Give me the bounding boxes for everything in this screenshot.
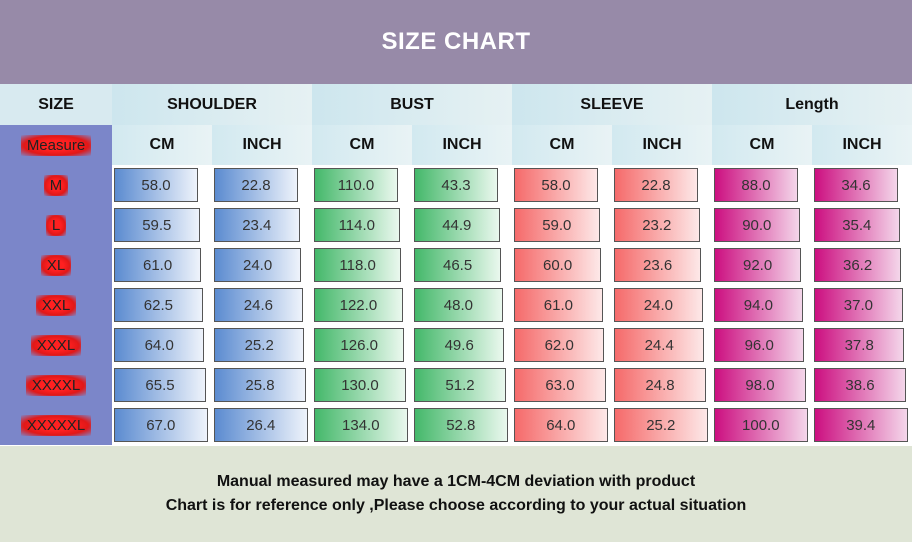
size-label-cell: L [0, 205, 112, 245]
size-label-cell: XXL [0, 285, 112, 325]
size-label: XXXXXL [20, 414, 92, 436]
value-cell-bust-inch: 51.2 [414, 368, 506, 402]
value-cell-bust-cm: 118.0 [314, 248, 402, 282]
value-cell-bust-inch: 49.6 [414, 328, 505, 362]
value-cell-sleeve-inch: 22.8 [614, 168, 698, 202]
unit-header-bust-cm: CM [312, 125, 412, 165]
value-cell-shoulder-inch: 23.4 [214, 208, 300, 242]
value-cell-length-cm: 98.0 [714, 368, 806, 402]
measure-label: Measure [20, 134, 92, 156]
value-cell-sleeve-cm: 61.0 [514, 288, 603, 322]
value-cell-sleeve-inch: 25.2 [614, 408, 708, 442]
value-cell-length-cm: 90.0 [714, 208, 800, 242]
size-label: M [43, 174, 69, 196]
value-cell-shoulder-cm: 67.0 [114, 408, 208, 442]
value-cell-shoulder-inch: 24.6 [214, 288, 303, 322]
chart-title: SIZE CHART [0, 0, 912, 84]
value-cell-length-inch: 39.4 [814, 408, 908, 442]
unit-header-shoulder-cm: CM [112, 125, 212, 165]
value-cell-sleeve-cm: 60.0 [514, 248, 602, 282]
size-header: SIZE [0, 84, 112, 125]
value-cell-sleeve-inch: 23.6 [614, 248, 702, 282]
value-cell-bust-cm: 122.0 [314, 288, 403, 322]
value-cell-bust-inch: 52.8 [414, 408, 508, 442]
value-cell-bust-cm: 114.0 [314, 208, 400, 242]
value-cell-shoulder-inch: 24.0 [214, 248, 302, 282]
size-label-cell: XL [0, 245, 112, 285]
size-label: XL [40, 254, 72, 276]
unit-header-shoulder-inch: INCH [212, 125, 312, 165]
length-header: Length [712, 84, 912, 125]
size-label: XXXXL [25, 374, 87, 396]
shoulder-header: SHOULDER [112, 84, 312, 125]
value-cell-length-inch: 38.6 [814, 368, 906, 402]
value-cell-bust-cm: 126.0 [314, 328, 405, 362]
size-label: XXXL [30, 334, 82, 356]
value-cell-sleeve-cm: 64.0 [514, 408, 608, 442]
size-label-cell: XXXXXL [0, 405, 112, 445]
size-label-cell: XXXXL [0, 365, 112, 405]
value-cell-shoulder-inch: 25.2 [214, 328, 305, 362]
value-cell-sleeve-inch: 24.4 [614, 328, 705, 362]
footer-note: Manual measured may have a 1CM-4CM devia… [0, 446, 912, 542]
value-cell-bust-cm: 110.0 [314, 168, 398, 202]
bust-header: BUST [312, 84, 512, 125]
value-cell-sleeve-cm: 58.0 [514, 168, 598, 202]
size-table: SIZE SHOULDER BUST SLEEVE Length Measure… [0, 84, 912, 446]
value-cell-length-cm: 88.0 [714, 168, 798, 202]
footer-line-2: Chart is for reference only ,Please choo… [165, 497, 747, 514]
value-cell-bust-cm: 134.0 [314, 408, 408, 442]
value-cell-shoulder-cm: 64.0 [114, 328, 205, 362]
value-cell-bust-inch: 43.3 [414, 168, 498, 202]
value-cell-length-inch: 37.0 [814, 288, 903, 322]
unit-header-sleeve-cm: CM [512, 125, 612, 165]
value-cell-length-cm: 92.0 [714, 248, 802, 282]
value-cell-sleeve-cm: 63.0 [514, 368, 606, 402]
size-label: L [45, 214, 67, 236]
value-cell-sleeve-inch: 23.2 [614, 208, 700, 242]
value-cell-sleeve-inch: 24.8 [614, 368, 706, 402]
value-cell-length-inch: 37.8 [814, 328, 905, 362]
measure-label-cell: Measure [0, 125, 112, 165]
value-cell-shoulder-inch: 26.4 [214, 408, 308, 442]
size-label-cell: M [0, 165, 112, 205]
unit-header-length-cm: CM [712, 125, 812, 165]
value-cell-shoulder-inch: 22.8 [214, 168, 298, 202]
value-cell-bust-inch: 48.0 [414, 288, 503, 322]
footer-line-1: Manual measured may have a 1CM-4CM devia… [216, 473, 696, 490]
value-cell-sleeve-cm: 59.0 [514, 208, 600, 242]
value-cell-shoulder-cm: 62.5 [114, 288, 203, 322]
value-cell-shoulder-cm: 61.0 [114, 248, 202, 282]
value-cell-shoulder-cm: 58.0 [114, 168, 198, 202]
value-cell-shoulder-cm: 59.5 [114, 208, 200, 242]
unit-header-sleeve-inch: INCH [612, 125, 712, 165]
value-cell-length-cm: 94.0 [714, 288, 803, 322]
value-cell-bust-inch: 46.5 [414, 248, 502, 282]
value-cell-shoulder-cm: 65.5 [114, 368, 206, 402]
value-cell-sleeve-inch: 24.0 [614, 288, 703, 322]
size-label: XXL [35, 294, 77, 316]
value-cell-length-inch: 36.2 [814, 248, 902, 282]
size-label-cell: XXXL [0, 325, 112, 365]
value-cell-length-inch: 34.6 [814, 168, 898, 202]
value-cell-sleeve-cm: 62.0 [514, 328, 605, 362]
value-cell-shoulder-inch: 25.8 [214, 368, 306, 402]
value-cell-length-inch: 35.4 [814, 208, 900, 242]
value-cell-length-cm: 96.0 [714, 328, 805, 362]
value-cell-bust-inch: 44.9 [414, 208, 500, 242]
sleeve-header: SLEEVE [512, 84, 712, 125]
unit-header-bust-inch: INCH [412, 125, 512, 165]
value-cell-length-cm: 100.0 [714, 408, 808, 442]
unit-header-length-inch: INCH [812, 125, 912, 165]
value-cell-bust-cm: 130.0 [314, 368, 406, 402]
